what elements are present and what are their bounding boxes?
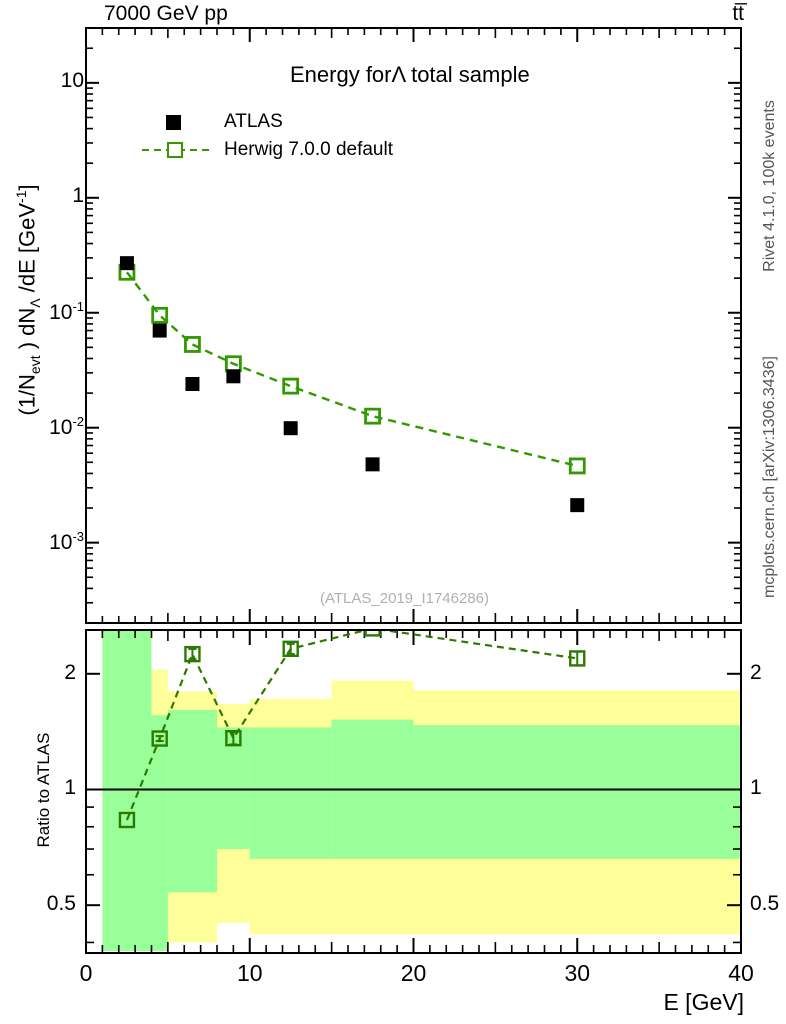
ratio-plot-panel [85,629,742,954]
herwig-marker [184,336,201,353]
x-tick-label: 40 [728,960,754,986]
atlas-marker [226,369,241,384]
atlas-marker [365,457,380,472]
x-tick-label: 0 [79,960,93,986]
process-label: tt̅ [732,2,744,25]
ratio-marker [118,811,136,829]
ratio-tick-label: 0.5 [750,892,780,916]
ratio-marker [282,640,299,658]
uncertainty-band-inner [413,725,740,859]
dashed-open-square-icon [140,139,218,161]
atlas-marker [119,256,134,271]
legend-entry-herwig[interactable]: Herwig 7.0.0 default [140,136,393,164]
x-axis-label: E [GeV] [663,989,744,1015]
legend-label-atlas: ATLAS [224,111,283,132]
herwig-marker [568,457,586,475]
analysis-id-watermark: (ATLAS_2019_I1746286) [320,590,490,607]
y-tick-label: 10-3 [49,528,84,554]
atlas-marker [152,323,167,338]
plot-title: Energy forΛ total sample [290,62,530,87]
legend-label-herwig: Herwig 7.0.0 default [224,139,393,160]
ratio-marker [364,631,381,637]
ratio-marker [151,730,168,747]
ratio-graphics [87,631,740,952]
legend: ATLAS Herwig 7.0.0 default [140,108,393,164]
uncertainty-band-inner [102,631,152,951]
atlas-marker [283,421,298,436]
x-tick-label: 10 [236,960,263,986]
ratio-marker [184,645,201,663]
ratio-tick-label: 2 [750,660,762,684]
x-tick-label: 20 [400,960,427,986]
uncertainty-band-inner [249,727,332,859]
ratio-tick-label: 2 [64,660,76,684]
atlas-marker [570,498,585,513]
uncertainty-band-inner [167,710,217,893]
uncertainty-band-inner [217,727,250,850]
y-tick-label: 10 [60,68,84,92]
ratio-marker [225,729,242,747]
ratio-tick-label: 1 [64,776,76,800]
y-tick-label: 10-2 [49,413,84,439]
herwig-marker [282,377,300,395]
x-tick-label: 30 [564,960,591,986]
ratio-tick-label: 0.5 [46,892,76,916]
atlas-marker [185,376,200,391]
ratio-marker [569,650,586,667]
y-tick-label: 1 [72,183,84,207]
uncertainty-band-inner [151,715,168,951]
legend-entry-atlas[interactable]: ATLAS [140,108,393,136]
ratio-tick-label: 1 [750,776,762,800]
beam-energy-label: 7000 GeV pp [104,2,228,25]
herwig-marker [151,306,169,324]
filled-square-icon [140,111,218,133]
y-tick-label: 10-1 [49,298,84,324]
herwig-marker [364,407,381,425]
